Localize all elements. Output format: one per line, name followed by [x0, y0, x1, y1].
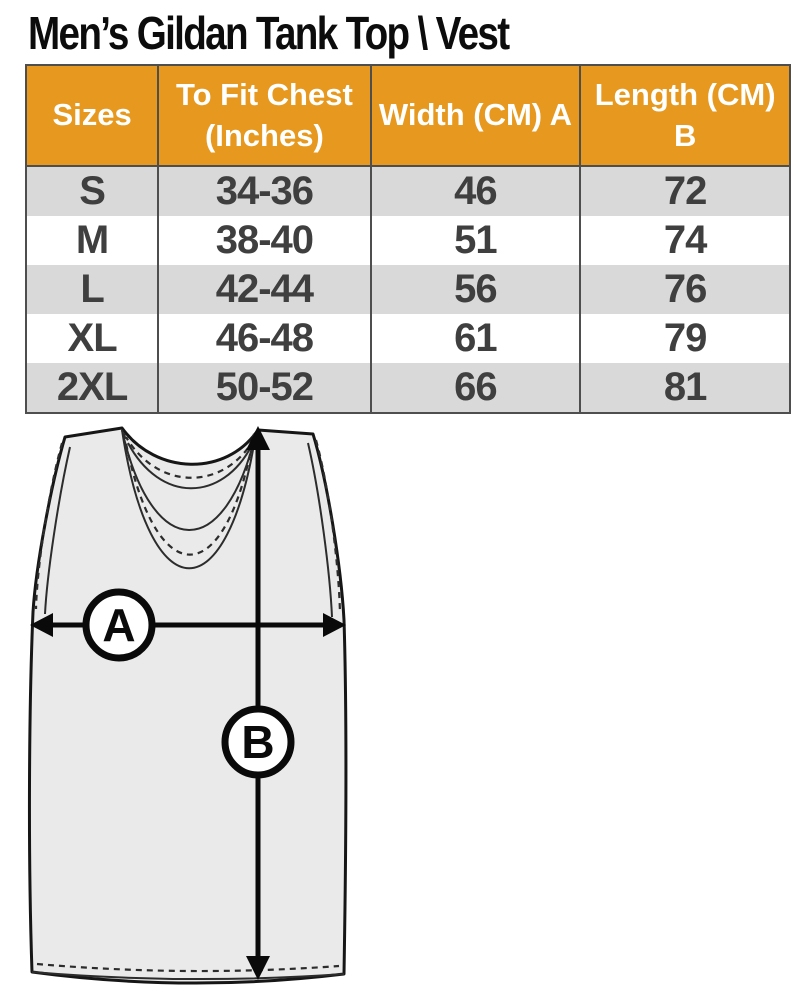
header-row: Sizes To Fit Chest (Inches) Width (CM) A…: [26, 65, 790, 167]
cell-width: 46: [369, 166, 581, 216]
cell-size: M: [26, 216, 159, 265]
cell-chest: 34-36: [157, 166, 371, 216]
size-row-l: L 42-44 56 76: [26, 265, 790, 314]
size-row-s: S 34-36 46 72: [26, 166, 790, 216]
cell-width: 56: [369, 265, 581, 314]
size-row-xl: XL 46-48 61 79: [26, 314, 790, 363]
cell-length: 79: [579, 314, 790, 363]
header-cell-width: Width (CM) A: [369, 65, 581, 167]
front-neck-edge: [121, 429, 257, 570]
right-armhole-stitch: [314, 439, 342, 615]
hem-edge-line: [31, 971, 345, 981]
width-label-badge: A: [82, 588, 156, 662]
back-neck-binding: [127, 442, 253, 490]
cell-length: 76: [579, 265, 790, 314]
header-cell-length: Length (CM) B: [579, 65, 790, 167]
left-armhole-binding: [44, 446, 71, 615]
shirt-outline: [27, 426, 348, 985]
cell-chest: 46-48: [157, 314, 371, 363]
size-row-2xl: 2XL 50-52 66 81: [26, 363, 790, 413]
cell-width: 51: [369, 216, 581, 265]
front-neck-stitch: [122, 432, 256, 556]
cell-size: XL: [26, 314, 159, 363]
cell-size: 2XL: [26, 363, 159, 413]
header-cell-sizes: Sizes: [26, 65, 159, 167]
page-title: Men’s Gildan Tank Top \ Vest: [28, 7, 510, 59]
cell-size: S: [26, 166, 159, 216]
right-armhole-binding: [307, 442, 333, 618]
tank-top-diagram: A B: [27, 426, 348, 985]
cell-width: 66: [369, 363, 581, 413]
length-label: B: [241, 716, 274, 768]
cell-chest: 38-40: [157, 216, 371, 265]
cell-length: 72: [579, 166, 790, 216]
length-arrow: [246, 426, 270, 980]
header-cell-chest: To Fit Chest (Inches): [157, 65, 371, 167]
cell-chest: 42-44: [157, 265, 371, 314]
cell-length: 74: [579, 216, 790, 265]
cell-chest: 50-52: [157, 363, 371, 413]
back-neck-stitch: [125, 436, 255, 479]
length-label-badge: B: [221, 705, 295, 779]
cell-length: 81: [579, 363, 790, 413]
cell-width: 61: [369, 314, 581, 363]
cell-size: L: [26, 265, 159, 314]
size-row-m: M 38-40 51 74: [26, 216, 790, 265]
size-chart-table: Sizes To Fit Chest (Inches) Width (CM) A…: [25, 64, 791, 414]
width-label: A: [102, 599, 135, 651]
front-neck-binding-top: [121, 429, 257, 531]
